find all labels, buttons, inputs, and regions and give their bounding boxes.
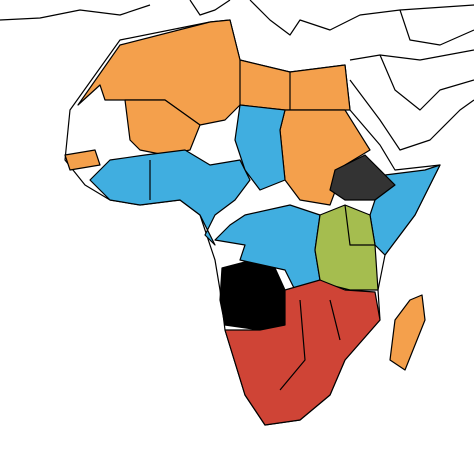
coastline: [249, 0, 474, 36]
border: [329, 299, 341, 341]
region: [314, 204, 379, 291]
region: [89, 149, 251, 246]
region: [389, 294, 426, 371]
coastline: [189, 0, 231, 16]
coastline: [349, 79, 474, 151]
region: [369, 164, 441, 256]
region: [214, 204, 321, 291]
coastline: [0, 4, 151, 21]
border: [379, 54, 474, 111]
border: [399, 9, 474, 46]
border: [279, 299, 306, 391]
region: [219, 261, 286, 331]
border: [344, 204, 375, 246]
region: [224, 279, 381, 426]
coastline: [349, 49, 474, 61]
region: [64, 149, 101, 171]
region: [234, 104, 286, 191]
